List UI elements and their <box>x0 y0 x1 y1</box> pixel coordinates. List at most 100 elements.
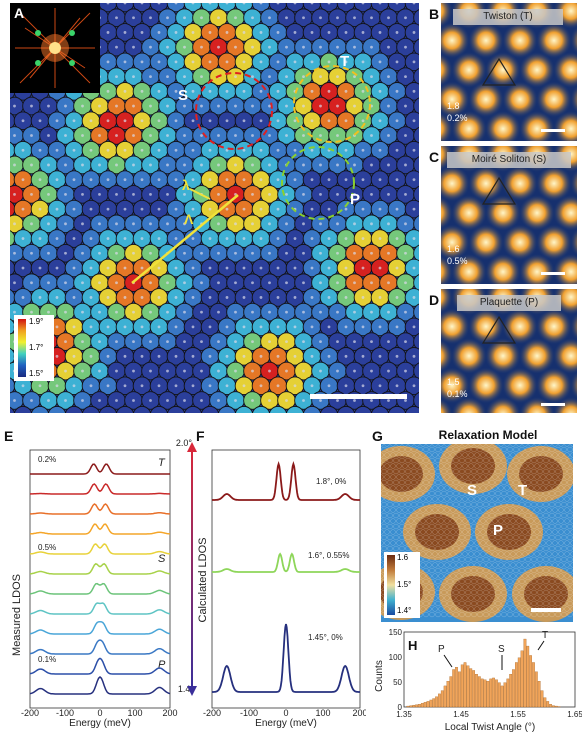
cell-center-dot <box>47 192 50 196</box>
cell-center-dot <box>123 148 127 152</box>
moire-cell <box>413 391 419 410</box>
cell-center-dot <box>276 354 280 358</box>
cell-center-dot <box>370 45 373 49</box>
lattice-site <box>519 490 525 497</box>
lattice-site <box>435 534 441 541</box>
cell-center-dot <box>395 31 399 34</box>
measured-ldos-curve <box>29 676 171 695</box>
region-label-t: T <box>340 53 350 70</box>
lattice-site <box>534 474 540 480</box>
lattice-site <box>531 567 537 574</box>
lattice-site <box>480 496 486 502</box>
lattice-site <box>438 463 444 469</box>
cell-center-dot <box>157 31 161 34</box>
cell-center-dot <box>344 354 348 358</box>
cell-center-dot <box>208 148 212 152</box>
cell-center-dot <box>89 119 93 123</box>
lattice-site <box>423 512 429 519</box>
cell-center-dot <box>140 60 144 64</box>
lattice-site <box>447 501 453 508</box>
lattice-site <box>549 479 555 486</box>
cell-center-dot <box>191 148 195 152</box>
lattice-site <box>516 518 522 524</box>
cell-center-dot <box>98 251 101 255</box>
cell-center-dot <box>89 325 93 329</box>
lattice-site <box>546 474 552 480</box>
lattice-site <box>507 567 513 574</box>
lattice-site <box>540 485 546 491</box>
lattice-site <box>519 556 525 563</box>
lattice-site <box>402 444 408 447</box>
cell-center-dot <box>251 16 254 20</box>
lattice-site <box>450 551 456 557</box>
lattice-site <box>465 545 471 552</box>
cell-center-dot <box>191 89 195 93</box>
lattice-site <box>495 523 501 530</box>
lattice-site <box>546 507 552 513</box>
lattice-site <box>567 468 573 475</box>
lattice-site <box>402 507 408 513</box>
lattice-site <box>549 490 555 497</box>
cell-center-dot <box>361 354 365 358</box>
lattice-site <box>426 551 432 557</box>
soliton-atom-spot <box>570 228 577 257</box>
histogram-bar <box>503 682 507 708</box>
cell-center-dot <box>98 222 101 226</box>
cell-center-dot <box>157 207 161 211</box>
lambda-line <box>131 194 239 284</box>
panel-e-arrow-top: 2.0° <box>176 438 193 448</box>
histogram-bar <box>452 669 456 708</box>
cell-center-dot <box>64 399 67 402</box>
lattice-site <box>552 595 558 601</box>
lattice-site <box>459 534 465 541</box>
lattice-site <box>420 562 426 568</box>
soliton-atom-spot <box>570 169 577 198</box>
lattice-site <box>567 589 573 596</box>
lattice-site <box>570 584 573 590</box>
lattice-site <box>564 518 570 524</box>
lattice-site <box>504 463 510 469</box>
lattice-site <box>408 474 414 480</box>
lattice-site <box>447 446 453 453</box>
lattice-site <box>495 611 501 618</box>
soliton-atom-spot <box>441 224 470 261</box>
cell-center-dot <box>47 104 50 108</box>
cell-center-dot <box>55 207 59 211</box>
cell-center-dot <box>387 340 390 344</box>
lattice-site <box>456 562 462 568</box>
relaxation-domain-core <box>524 576 568 612</box>
cell-center-dot <box>285 192 288 196</box>
lattice-site <box>543 534 549 541</box>
moire-cell <box>404 23 419 42</box>
cell-center-dot <box>166 192 169 196</box>
lattice-site <box>510 496 516 502</box>
lattice-site <box>381 518 384 524</box>
lattice-site <box>528 496 534 502</box>
lattice-site <box>516 584 522 590</box>
cell-center-dot <box>353 310 356 314</box>
cell-center-dot <box>72 178 76 182</box>
lattice-site <box>465 589 471 596</box>
cell-center-dot <box>149 75 152 79</box>
lattice-site <box>537 457 543 464</box>
lattice-site <box>570 463 573 469</box>
lattice-site <box>450 463 456 469</box>
panel-d-plaquette: Plaquette (P) 1.5 0.1% <box>441 289 577 413</box>
lattice-site <box>570 452 573 458</box>
moire-cell <box>404 229 419 248</box>
cell-center-dot <box>234 340 237 344</box>
lattice-site <box>387 523 393 530</box>
lattice-site <box>450 444 456 447</box>
cell-center-dot <box>336 251 339 255</box>
cell-center-dot <box>183 163 186 167</box>
lattice-site <box>471 490 477 497</box>
lattice-site <box>546 529 552 535</box>
lattice-site <box>438 507 444 513</box>
lattice-site <box>417 479 423 486</box>
lattice-site <box>546 496 552 502</box>
lattice-site <box>519 611 525 618</box>
lattice-site <box>456 474 462 480</box>
cell-center-dot <box>106 89 110 93</box>
lattice-site <box>501 534 507 541</box>
lattice-site <box>504 507 510 513</box>
